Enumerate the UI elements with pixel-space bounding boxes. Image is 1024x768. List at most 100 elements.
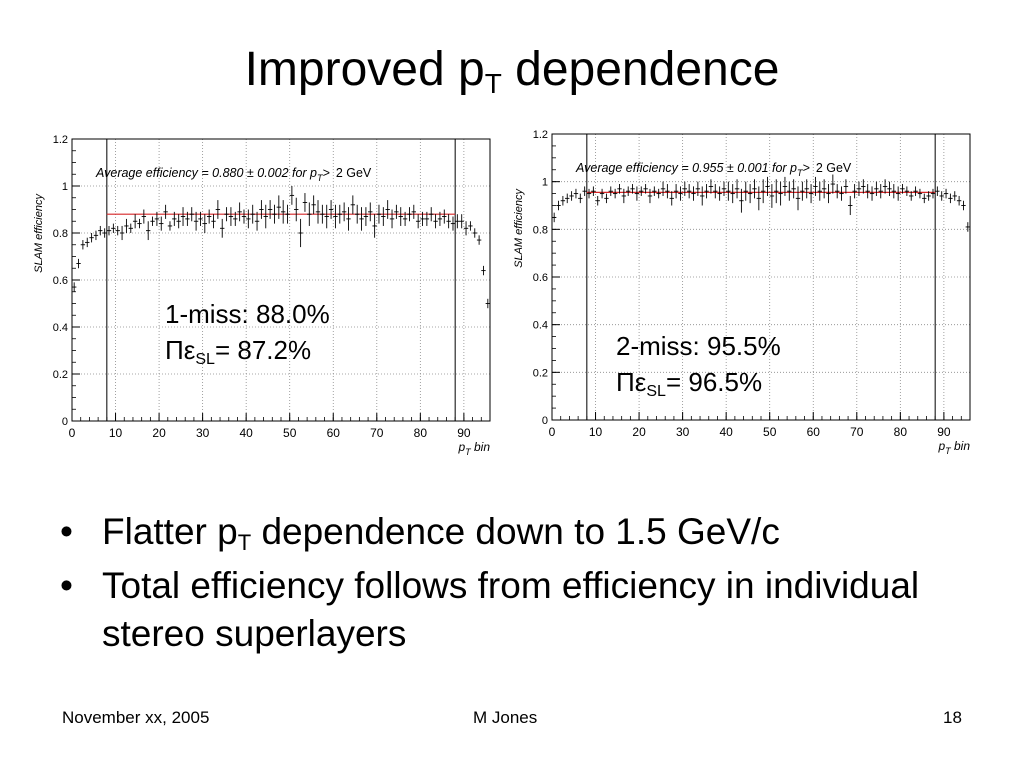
data-point: [346, 207, 351, 231]
data-point: [98, 225, 103, 236]
data-point: [294, 197, 299, 222]
data-point: [634, 186, 640, 201]
x-tick-label: 50: [283, 426, 297, 440]
data-point: [782, 176, 788, 196]
x-tick-label: 60: [807, 425, 821, 439]
data-point: [652, 186, 657, 196]
data-point: [639, 186, 644, 196]
x-tick-label: 80: [414, 426, 428, 440]
data-point: [778, 181, 783, 206]
y-tick-label: 0.4: [533, 320, 548, 332]
data-point: [595, 195, 600, 206]
y-tick-label: 1.2: [533, 129, 548, 141]
data-point: [407, 207, 412, 222]
data-point: [276, 195, 282, 219]
x-tick-label: 0: [549, 425, 556, 439]
data-point: [233, 211, 238, 226]
overlay-2-miss-line2: ΠεSL= 96.5%: [616, 364, 781, 400]
bullet-subscript: T: [237, 530, 252, 555]
data-point: [328, 200, 334, 219]
data-point: [433, 214, 438, 229]
data-point: [246, 209, 251, 229]
data-point: [743, 181, 748, 201]
data-point: [599, 188, 605, 199]
x-axis-label-p: p: [937, 439, 945, 453]
data-point: [591, 186, 596, 196]
x-tick-label: 10: [109, 426, 123, 440]
x-tick-label: 50: [763, 425, 777, 439]
x-tick-label: 20: [152, 426, 166, 440]
data-point: [813, 176, 818, 196]
data-point: [359, 207, 364, 231]
plot-1-miss: 0 0.2 0.4 0.6 0.8 1 1.2 0 10 20 30 40 50 60 70 80 90 SLAM…: [30, 127, 500, 457]
data-point: [124, 218, 129, 233]
data-point: [578, 193, 583, 204]
data-point: [739, 188, 744, 213]
data-point: [882, 179, 888, 194]
data-point: [913, 186, 918, 196]
x-axis-label-sub: T: [945, 446, 952, 456]
slide-title-subscript: T: [484, 68, 502, 99]
data-point: [678, 186, 683, 201]
bullet-item: • Flatter pT dependence down to 1.5 GeV/c: [60, 508, 980, 556]
y-tick-label: 1: [542, 177, 548, 189]
data-point: [747, 184, 753, 204]
data-point: [337, 204, 342, 224]
data-point: [385, 200, 390, 219]
data-point: [315, 200, 321, 224]
bullet-list: • Flatter pT dependence down to 1.5 GeV/c…: [60, 508, 980, 664]
bullet-dot: •: [60, 565, 73, 606]
x-tick-label: 30: [676, 425, 690, 439]
data-point: [141, 209, 147, 224]
data-point: [686, 184, 692, 199]
bullet-text: Total efficiency follows from efficiency…: [102, 565, 920, 654]
data-point: [302, 193, 308, 212]
data-point: [476, 235, 482, 245]
x-axis-label: pT bin: [457, 440, 490, 457]
data-point: [774, 179, 779, 204]
data-point: [411, 204, 417, 219]
data-point: [437, 211, 443, 226]
overlay-1-miss-product: Πε: [165, 335, 196, 365]
data-point: [604, 193, 609, 204]
data-point: [71, 282, 77, 292]
data-point: [608, 186, 613, 196]
average-efficiency-gt: >: [323, 166, 330, 180]
data-point: [111, 223, 116, 233]
data-point: [193, 211, 199, 231]
data-point: [368, 202, 373, 222]
data-point: [415, 214, 421, 229]
overlay-2-miss-sub: SL: [646, 383, 666, 400]
x-tick-label: 70: [850, 425, 864, 439]
x-tick-label: 80: [894, 425, 908, 439]
data-point: [965, 222, 971, 232]
average-efficiency-label: Average efficiency = 0.880 ± 0.002 for p…: [95, 166, 372, 183]
y-tick-label: 0.4: [53, 322, 68, 334]
data-point: [700, 186, 705, 206]
overlay-1-miss-line2: ΠεSL= 87.2%: [165, 332, 330, 368]
data-point: [878, 184, 883, 199]
data-point: [900, 184, 905, 194]
data-point: [202, 214, 208, 233]
data-point: [215, 200, 221, 219]
data-point: [621, 188, 627, 204]
data-point: [472, 228, 477, 238]
data-point: [237, 202, 242, 222]
slide-title: Improved pT dependence: [0, 40, 1024, 100]
data-point: [398, 207, 403, 226]
data-point: [150, 216, 155, 226]
data-point: [307, 202, 312, 226]
data-point: [442, 209, 447, 224]
data-point: [669, 191, 674, 206]
data-point: [354, 204, 360, 224]
data-point: [211, 214, 216, 229]
data-point: [350, 195, 356, 215]
data-point: [115, 225, 120, 236]
y-tick-label: 1.2: [53, 134, 68, 146]
y-tick-label: 0.6: [53, 275, 68, 287]
data-point: [874, 181, 879, 196]
data-point: [869, 186, 875, 201]
data-point: [89, 233, 94, 243]
data-point: [861, 179, 866, 194]
data-point: [420, 211, 425, 226]
